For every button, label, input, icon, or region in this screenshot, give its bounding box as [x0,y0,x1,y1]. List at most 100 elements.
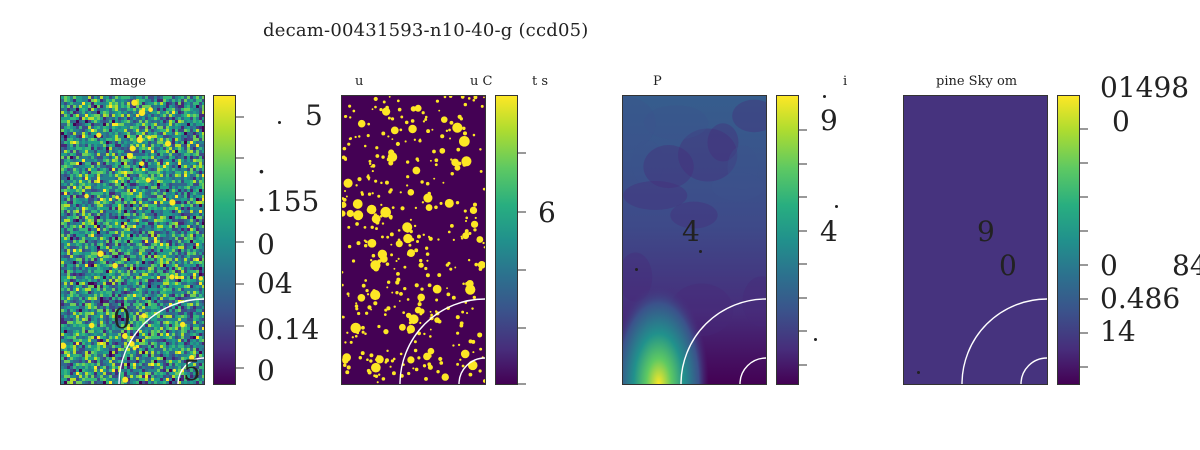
panel-3-title: P [653,74,662,89]
mask-blob [395,240,403,248]
mask-blob [387,135,390,138]
mask-blob [464,229,469,234]
mask-blob [360,351,365,356]
panel-2-colorbar [495,95,518,385]
mask-blob [370,225,374,229]
mask-blob [415,157,419,161]
source-blob [84,193,89,199]
mask-blob [384,308,388,312]
mask-blob [396,99,400,103]
panel-4-colorbar [1057,95,1080,385]
mask-blob [424,115,428,119]
panel-2-title: u [355,74,364,89]
mask-blob [375,154,380,158]
mask-blob [374,105,377,109]
source-blob [164,140,172,147]
mask-blob [462,126,466,131]
mask-blob [355,307,359,311]
mask-blob [445,129,449,133]
mask-blob [449,267,453,271]
mask-blob [347,225,351,229]
mask-blob [370,308,373,311]
mask-blob [393,305,396,308]
mask-blob [424,118,428,121]
mask-blob [346,331,349,334]
mask-blob [471,307,474,310]
mask-blob [402,311,406,314]
mask-blob [352,199,363,209]
mask-blob [427,191,432,196]
mask-blob [414,104,422,112]
source-blob [179,321,186,328]
mask-blob [455,315,460,320]
mask-blob [418,262,424,268]
mask-blob [427,347,435,355]
mask-blob [429,328,432,331]
mask-blob [397,107,402,112]
mask-blob [434,163,438,167]
mask-blob [376,381,379,384]
mask-blob [380,206,391,218]
panel-4-overlay-label: 0 [999,249,1017,282]
mask-blob [347,142,351,146]
mask-blob [387,116,391,120]
mask-blob [461,364,465,368]
panel-1-tick-label: 0.14 [257,313,320,346]
mask-blob [414,306,422,314]
mask-blob [371,170,374,173]
mask-blob [479,347,483,351]
mask-blob [381,131,386,136]
mask-blob [435,99,440,103]
panel-3-stray-dot [835,205,838,208]
mask-blob [390,359,394,363]
mask-blob [374,358,378,361]
mask-blob [429,310,432,313]
source-blob [112,262,118,269]
mask-blob [364,279,368,282]
panel-3-image [622,95,767,385]
mask-blob [357,119,366,128]
mask-blob [389,216,393,220]
mask-blob [357,177,362,182]
panel-2-title-fragment: u C [470,74,493,89]
mask-blob [384,360,388,364]
mask-blob [343,189,347,193]
mask-blob [369,353,374,358]
mask-blob [354,334,358,338]
source-blob [198,276,203,281]
panel-1-tick-label: 0 [257,228,275,261]
panel-3-overlay-label: 4 [682,215,700,248]
mask-blob [386,235,390,239]
mask-blob [428,236,433,241]
mask-blob [379,214,383,218]
source-blob [169,199,176,206]
mask-blob [409,229,413,234]
mask-blob [373,301,378,306]
mask-blob [399,291,403,296]
mask-blob [380,255,388,263]
mask-blob [373,96,378,102]
mask-blob [385,262,390,266]
source-blob [129,145,136,152]
mask-blob [390,117,395,121]
mask-blob [345,195,348,198]
panel-2-tick-label: 6 [538,196,556,229]
panel-4-tick-label: 0.486 [1100,282,1181,315]
mask-blob [399,323,406,331]
mask-blob [374,179,378,183]
mask-blob [417,293,425,302]
mask-blob [467,97,471,100]
mask-blob [472,202,477,207]
mask-blob [431,128,434,131]
mask-blob [433,177,436,180]
mask-blob [365,289,369,293]
mask-blob [473,96,478,100]
mask-blob [412,166,421,175]
mask-blob [346,209,354,218]
mask-blob [410,119,415,123]
mask-blob [350,322,362,334]
mask-blob [399,191,402,194]
mask-blob [449,120,454,125]
mask-blob [367,178,370,181]
mask-blob [472,351,475,354]
